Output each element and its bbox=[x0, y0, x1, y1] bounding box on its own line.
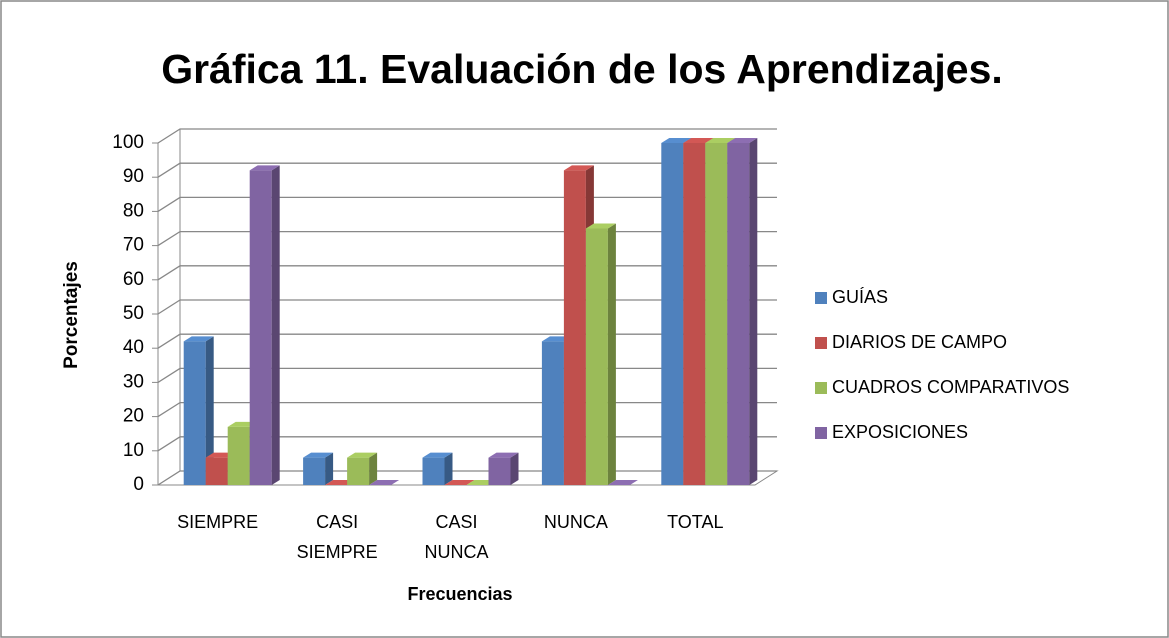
x-tick-label: SIEMPRE bbox=[177, 512, 259, 532]
bar-front bbox=[661, 143, 684, 485]
bar-top bbox=[347, 452, 378, 458]
bar-front bbox=[205, 457, 228, 485]
bar-front bbox=[183, 341, 206, 485]
bar-front bbox=[727, 143, 750, 485]
bar bbox=[727, 138, 758, 485]
y-tick-label: 60 bbox=[123, 269, 144, 290]
legend-label: EXPOSICIONES bbox=[832, 422, 968, 442]
y-tick-label: 40 bbox=[123, 337, 144, 358]
bar-front bbox=[563, 170, 586, 486]
bar bbox=[607, 480, 638, 485]
bar-top bbox=[183, 336, 214, 342]
legend-label: DIARIOS DE CAMPO bbox=[832, 332, 1007, 352]
y-tick-label: 50 bbox=[123, 303, 144, 324]
bar-side bbox=[369, 452, 378, 485]
legend-swatch bbox=[815, 292, 827, 304]
legend-label: CUADROS COMPARATIVOS bbox=[832, 377, 1069, 397]
bar-top bbox=[488, 452, 519, 458]
legend-label: GUÍAS bbox=[832, 287, 888, 307]
y-tick-label: 0 bbox=[133, 474, 144, 495]
bar-front bbox=[347, 457, 370, 485]
bar-top bbox=[444, 480, 475, 485]
bar bbox=[422, 452, 453, 485]
y-tick-label: 80 bbox=[123, 200, 144, 221]
bar bbox=[183, 336, 214, 485]
bar-front bbox=[683, 143, 706, 485]
y-tick-label: 10 bbox=[123, 440, 144, 461]
grid-line bbox=[157, 128, 777, 144]
y-tick-label: 100 bbox=[112, 132, 144, 153]
y-tick-label: 90 bbox=[123, 166, 144, 187]
y-tick-label: 70 bbox=[123, 235, 144, 256]
bar bbox=[369, 480, 400, 485]
chart-title: Gráfica 11. Evaluación de los Aprendizaj… bbox=[161, 46, 1003, 92]
bar-top bbox=[661, 138, 692, 143]
bar-side bbox=[271, 165, 280, 486]
x-tick-label: CASI SIEMPRE bbox=[296, 512, 378, 562]
bar-top bbox=[303, 452, 334, 458]
bar bbox=[249, 165, 280, 486]
legend-swatch bbox=[815, 382, 827, 394]
bar-top bbox=[607, 480, 638, 485]
bar-top bbox=[422, 452, 453, 458]
y-tick-label: 20 bbox=[123, 406, 144, 427]
bar-top bbox=[563, 165, 594, 171]
bar-side bbox=[749, 138, 758, 485]
legend-swatch bbox=[815, 427, 827, 439]
grid-line bbox=[157, 162, 777, 178]
bar-side bbox=[444, 452, 453, 485]
bar-front bbox=[488, 457, 511, 485]
y-axis-title: Porcentajes bbox=[61, 261, 82, 369]
bar-top bbox=[249, 165, 280, 171]
bar-side bbox=[607, 223, 616, 485]
bar-front bbox=[303, 457, 326, 485]
bar-side bbox=[205, 336, 214, 485]
bar bbox=[303, 452, 334, 485]
bar-side bbox=[325, 452, 334, 485]
x-axis-title: Frecuencias bbox=[407, 584, 512, 604]
bar bbox=[444, 480, 475, 485]
x-tick-label: CASI NUNCA bbox=[424, 512, 489, 562]
bar-front bbox=[705, 143, 728, 485]
bar-top bbox=[369, 480, 400, 485]
bar-front bbox=[585, 228, 608, 485]
bar-top bbox=[585, 223, 616, 229]
legend-swatch bbox=[815, 337, 827, 349]
bar bbox=[347, 452, 378, 485]
x-tick-label: NUNCA bbox=[543, 512, 608, 532]
y-tick-label: 30 bbox=[123, 371, 144, 392]
bar bbox=[488, 452, 519, 485]
x-tick-label: TOTAL bbox=[667, 512, 724, 532]
bar-front bbox=[249, 170, 272, 486]
bar-top bbox=[727, 138, 758, 143]
bar-front bbox=[541, 341, 564, 485]
bar-side bbox=[510, 452, 519, 485]
bar-front bbox=[422, 457, 445, 485]
bar-top bbox=[705, 138, 736, 143]
bar bbox=[585, 223, 616, 485]
bar-top bbox=[683, 138, 714, 143]
bar-front bbox=[227, 426, 250, 485]
